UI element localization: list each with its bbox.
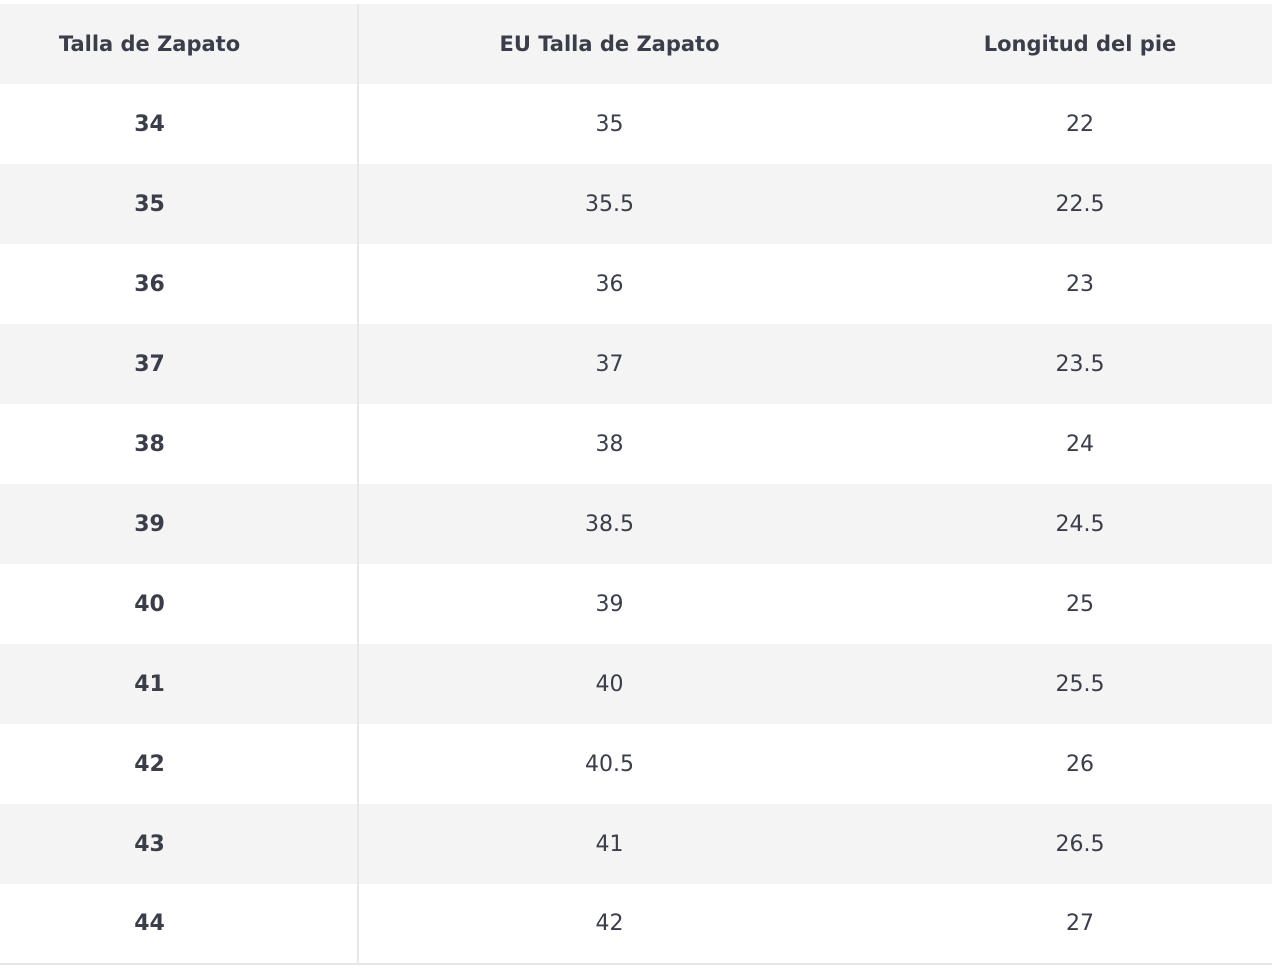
size-table: Talla de Zapato EU Talla de Zapato Longi… [0,4,1272,965]
table-cell: 40 [595,671,624,697]
table-cell: 24 [1066,431,1094,457]
table-cell: 37 [0,324,359,404]
table-cell: 38.5 [585,511,634,537]
table-cell: 36 [0,244,359,324]
table-row: 36 36 23 [0,244,1272,324]
header-cell: Talla de Zapato [0,4,359,84]
table-cell: 39 [0,484,359,564]
header-row: Talla de Zapato EU Talla de Zapato Longi… [0,4,1272,84]
table-cell: 26.5 [1055,831,1105,857]
table-cell: 23 [1066,271,1094,297]
table-cell: 38 [0,404,359,484]
table-cell: 35 [0,164,359,244]
table-cell: 25.5 [1055,671,1105,697]
table-cell: 22 [1066,111,1094,137]
table-cell: 38 [595,431,624,457]
table-cell: 25 [1066,591,1094,617]
table-row: 44 42 27 [0,884,1272,964]
table-row: 40 39 25 [0,564,1272,644]
table-cell: 41 [595,831,624,857]
table-cell: 35.5 [585,191,634,217]
table-cell: 43 [0,804,359,884]
table-cell: 22.5 [1055,191,1105,217]
table-row: 35 35.5 22.5 [0,164,1272,244]
table-cell: 27 [1066,911,1094,936]
table-cell: 34 [0,84,359,164]
table-cell: 23.5 [1055,351,1105,377]
table-cell: 44 [0,884,359,964]
header-cell: EU Talla de Zapato [499,32,720,56]
table-row: 39 38.5 24.5 [0,484,1272,564]
table-row: 41 40 25.5 [0,644,1272,724]
table-cell: 36 [595,271,624,297]
table-cell: 26 [1066,751,1094,777]
table-row: 37 37 23.5 [0,324,1272,404]
table-row: 34 35 22 [0,84,1272,164]
table-cell: 37 [595,351,624,377]
table-cell: 40.5 [585,751,634,777]
table-cell: 41 [0,644,359,724]
table-cell: 35 [595,111,624,137]
table-row: 38 38 24 [0,404,1272,484]
table-cell: 42 [0,724,359,804]
table-body: 34 35 22 35 35.5 22.5 36 36 23 37 37 23.5 38 38 24 39 38… [0,84,1272,964]
table-cell: 42 [595,911,624,936]
table-row: 43 41 26.5 [0,804,1272,884]
table-cell: 24.5 [1055,511,1105,537]
table-cell: 40 [0,564,359,644]
table-cell: 39 [595,591,624,617]
header-cell: Longitud del pie [983,32,1177,56]
table-row: 42 40.5 26 [0,724,1272,804]
